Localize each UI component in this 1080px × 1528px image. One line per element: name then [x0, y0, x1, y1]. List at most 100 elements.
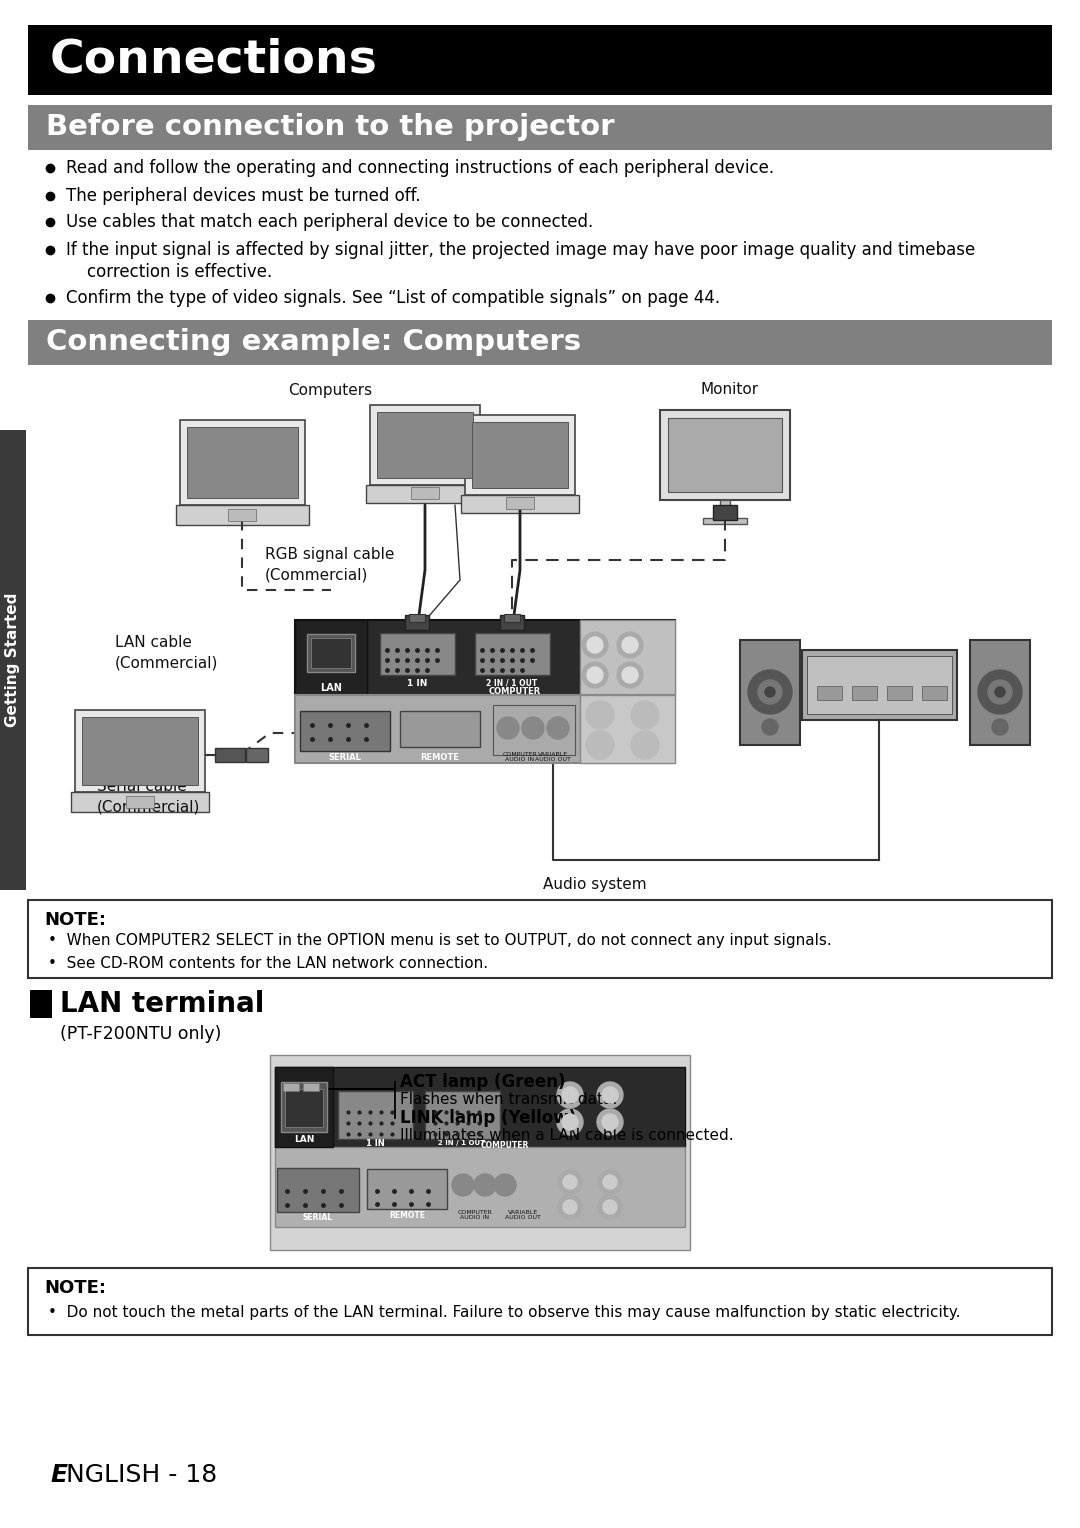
Text: Monitor: Monitor — [701, 382, 759, 397]
Bar — [475, 633, 550, 675]
Text: COMPUTER
AUDIO IN: COMPUTER AUDIO IN — [458, 1210, 492, 1221]
Text: Illuminates when a LAN cable is connected.: Illuminates when a LAN cable is connecte… — [400, 1129, 733, 1143]
Circle shape — [497, 717, 519, 740]
Bar — [580, 695, 675, 762]
Circle shape — [598, 1170, 622, 1193]
Text: Flashes when transmit data.: Flashes when transmit data. — [400, 1093, 618, 1108]
Text: REMOTE: REMOTE — [420, 752, 459, 761]
Bar — [126, 796, 154, 808]
Circle shape — [586, 730, 615, 759]
Text: Use cables that match each peripheral device to be connected.: Use cables that match each peripheral de… — [66, 212, 593, 231]
Text: VARIABLE
AUDIO OUT: VARIABLE AUDIO OUT — [505, 1210, 541, 1221]
Text: (PT-F200NTU only): (PT-F200NTU only) — [60, 1025, 221, 1044]
Circle shape — [631, 701, 659, 729]
Circle shape — [582, 633, 608, 659]
Bar — [285, 1089, 323, 1128]
Bar — [275, 1067, 333, 1148]
Text: •  See CD-ROM contents for the LAN network connection.: • See CD-ROM contents for the LAN networ… — [48, 957, 488, 972]
Bar — [303, 1083, 319, 1091]
Circle shape — [588, 668, 603, 683]
Circle shape — [557, 1109, 583, 1135]
Text: Audio system: Audio system — [543, 877, 647, 892]
Bar — [370, 405, 480, 484]
Bar — [75, 711, 205, 792]
Bar — [807, 656, 951, 714]
Bar — [411, 487, 438, 500]
Bar — [802, 649, 957, 720]
Circle shape — [453, 1174, 474, 1196]
Text: NOTE:: NOTE: — [44, 1279, 106, 1297]
Circle shape — [617, 662, 643, 688]
Text: 1 IN: 1 IN — [407, 678, 428, 688]
Circle shape — [762, 720, 778, 735]
Circle shape — [563, 1175, 577, 1189]
Text: •  Do not touch the metal parts of the LAN terminal. Failure to observe this may: • Do not touch the metal parts of the LA… — [48, 1305, 960, 1320]
Text: NOTE:: NOTE: — [44, 911, 106, 929]
Circle shape — [562, 1086, 578, 1103]
Text: correction is effective.: correction is effective. — [66, 263, 272, 281]
Bar — [82, 717, 198, 785]
Bar — [367, 1169, 447, 1209]
Text: LAN cable
(Commercial): LAN cable (Commercial) — [114, 636, 218, 671]
Bar — [970, 640, 1030, 746]
Bar — [215, 749, 245, 762]
Text: SERIAL: SERIAL — [328, 752, 362, 761]
Bar — [270, 1054, 690, 1250]
Circle shape — [993, 720, 1008, 735]
Bar — [180, 420, 305, 504]
Circle shape — [558, 1195, 582, 1219]
Text: COMPUTER: COMPUTER — [489, 688, 541, 697]
Text: Computers: Computers — [288, 382, 373, 397]
Text: Connections: Connections — [50, 38, 378, 83]
Bar — [283, 1083, 299, 1091]
Bar — [295, 695, 675, 762]
Bar — [492, 704, 575, 755]
Circle shape — [758, 680, 782, 704]
Circle shape — [474, 1174, 496, 1196]
Bar — [338, 1091, 413, 1138]
Bar — [30, 990, 52, 1018]
Text: COMPUTER
AUDIO IN: COMPUTER AUDIO IN — [502, 752, 538, 762]
Circle shape — [748, 669, 792, 714]
Circle shape — [597, 1082, 623, 1108]
Bar — [71, 792, 210, 811]
Text: The peripheral devices must be turned off.: The peripheral devices must be turned of… — [66, 186, 420, 205]
Text: Read and follow the operating and connecting instructions of each peripheral dev: Read and follow the operating and connec… — [66, 159, 774, 177]
Bar — [405, 614, 429, 630]
Text: SERIAL: SERIAL — [302, 1213, 333, 1221]
Bar — [409, 614, 426, 622]
Bar — [922, 686, 947, 700]
Circle shape — [562, 1114, 578, 1131]
Circle shape — [546, 717, 569, 740]
Circle shape — [582, 662, 608, 688]
Bar — [380, 633, 455, 675]
Bar — [295, 620, 367, 695]
Bar — [187, 426, 298, 498]
Circle shape — [586, 701, 615, 729]
Bar — [507, 497, 534, 509]
Circle shape — [995, 688, 1005, 697]
Bar — [660, 410, 789, 500]
Bar — [228, 509, 256, 521]
Text: Connecting example: Computers: Connecting example: Computers — [46, 329, 581, 356]
Bar — [246, 749, 268, 762]
Bar — [426, 1091, 500, 1138]
Circle shape — [622, 637, 638, 652]
Text: If the input signal is affected by signal jitter, the projected image may have p: If the input signal is affected by signa… — [66, 241, 975, 260]
Bar — [28, 1268, 1052, 1335]
Text: LAN terminal: LAN terminal — [60, 990, 265, 1018]
Text: E: E — [50, 1462, 67, 1487]
Bar — [295, 620, 675, 695]
Bar — [669, 419, 782, 492]
Circle shape — [617, 633, 643, 659]
Text: •  When COMPUTER2 SELECT in the OPTION menu is set to OUTPUT, do not connect any: • When COMPUTER2 SELECT in the OPTION me… — [48, 932, 832, 947]
Bar — [377, 413, 473, 478]
Bar — [307, 634, 355, 672]
Bar — [504, 614, 519, 622]
Text: 2 IN / 1 OUT: 2 IN / 1 OUT — [486, 678, 538, 688]
Circle shape — [588, 637, 603, 652]
Bar — [366, 484, 484, 503]
Circle shape — [603, 1199, 617, 1215]
Bar — [500, 614, 524, 630]
Bar — [275, 1148, 685, 1227]
